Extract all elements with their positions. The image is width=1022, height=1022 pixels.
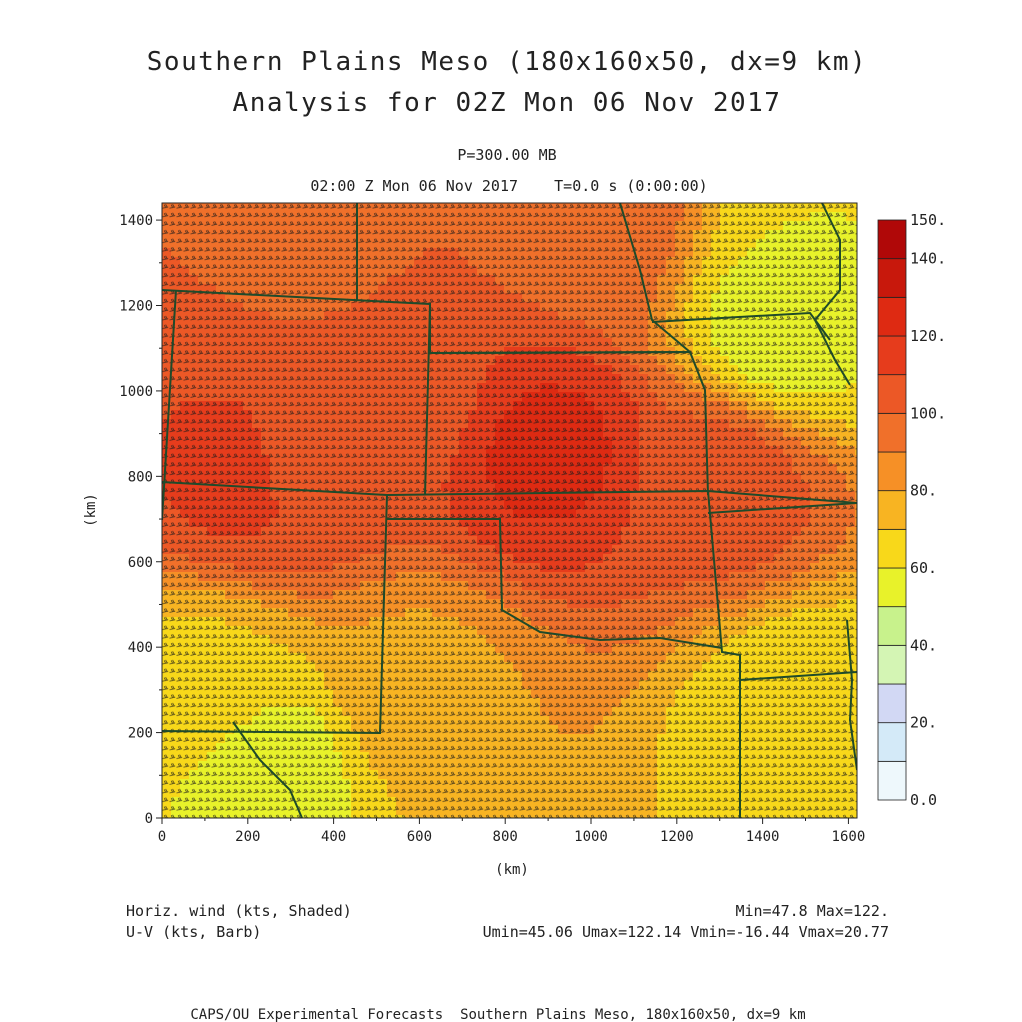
- valid-time-label: 02:00 Z Mon 06 Nov 2017 T=0.0 s (0:00:00…: [310, 177, 707, 195]
- title-line2: Analysis for 02Z Mon 06 Nov 2017: [233, 88, 782, 118]
- title-line1: Southern Plains Meso (180x160x50, dx=9 k…: [147, 47, 867, 77]
- pressure-level-label: P=300.00 MB: [457, 146, 556, 164]
- plot-area: [161, 202, 858, 819]
